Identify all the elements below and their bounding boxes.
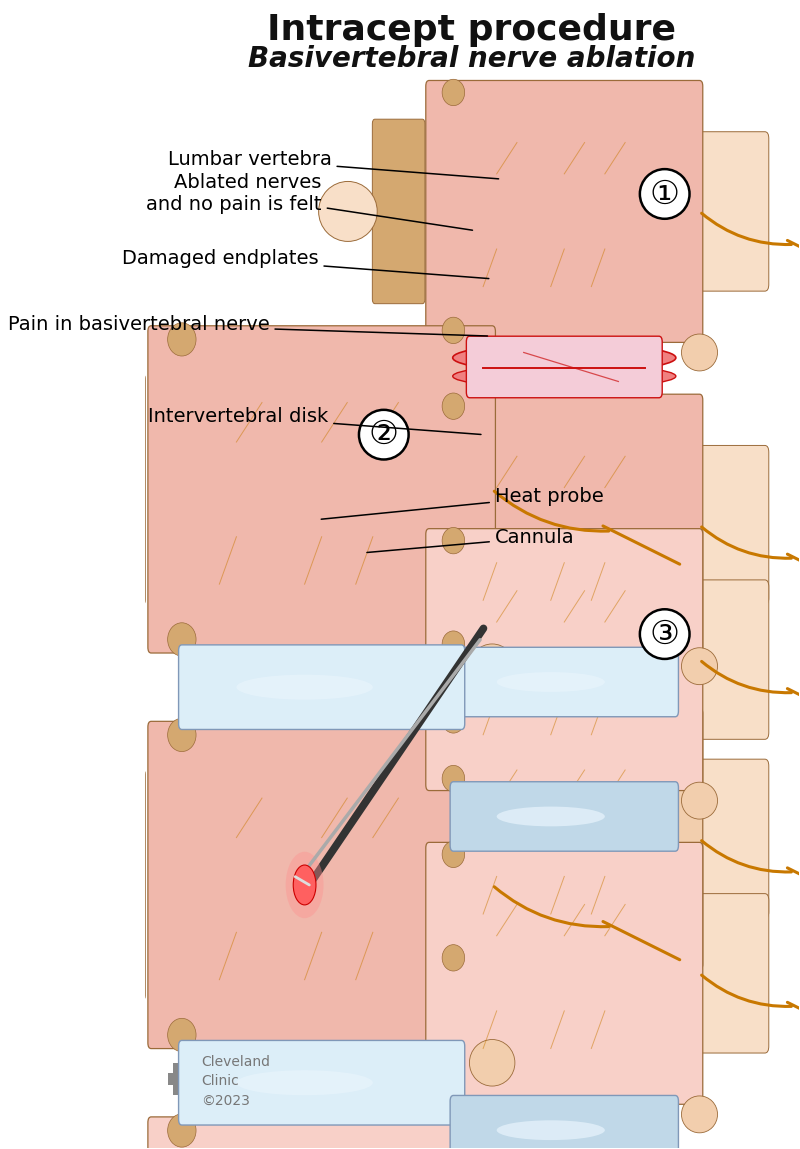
Ellipse shape [168, 323, 196, 356]
Ellipse shape [318, 809, 378, 869]
FancyBboxPatch shape [148, 722, 495, 1049]
Ellipse shape [682, 1096, 718, 1133]
Ellipse shape [442, 631, 465, 657]
Ellipse shape [168, 623, 196, 656]
Ellipse shape [442, 1079, 465, 1105]
FancyBboxPatch shape [689, 446, 769, 604]
Ellipse shape [442, 393, 465, 419]
Ellipse shape [318, 943, 378, 1003]
FancyBboxPatch shape [148, 1117, 495, 1149]
Text: Damaged endplates: Damaged endplates [122, 248, 489, 278]
Ellipse shape [237, 674, 373, 700]
Ellipse shape [12, 452, 86, 527]
Text: Basivertebral nerve ablation: Basivertebral nerve ablation [248, 45, 696, 72]
FancyBboxPatch shape [372, 433, 425, 617]
FancyBboxPatch shape [450, 647, 678, 717]
FancyBboxPatch shape [372, 119, 425, 303]
Ellipse shape [168, 1018, 196, 1051]
FancyBboxPatch shape [450, 1095, 678, 1149]
Ellipse shape [168, 718, 196, 751]
FancyBboxPatch shape [426, 80, 702, 342]
Ellipse shape [453, 344, 676, 372]
Ellipse shape [497, 1120, 605, 1140]
Bar [174, 1063, 180, 1095]
Ellipse shape [318, 630, 378, 689]
Ellipse shape [237, 1070, 373, 1095]
FancyBboxPatch shape [426, 708, 702, 970]
FancyBboxPatch shape [426, 394, 702, 656]
Ellipse shape [318, 182, 378, 241]
Circle shape [286, 851, 323, 918]
FancyBboxPatch shape [689, 580, 769, 739]
Ellipse shape [453, 364, 676, 388]
FancyBboxPatch shape [80, 375, 146, 604]
Ellipse shape [442, 707, 465, 733]
FancyBboxPatch shape [450, 781, 678, 851]
Ellipse shape [442, 527, 465, 554]
FancyBboxPatch shape [372, 568, 425, 751]
FancyBboxPatch shape [689, 759, 769, 918]
Circle shape [294, 865, 316, 905]
Text: Lumbar vertebra: Lumbar vertebra [168, 151, 498, 179]
Text: Cleveland
Clinic
©2023: Cleveland Clinic ©2023 [201, 1055, 270, 1108]
Ellipse shape [470, 643, 515, 691]
Ellipse shape [497, 672, 605, 692]
Ellipse shape [442, 79, 465, 106]
Ellipse shape [442, 765, 465, 792]
Ellipse shape [318, 495, 378, 555]
FancyBboxPatch shape [80, 770, 146, 1000]
Ellipse shape [682, 648, 718, 685]
Text: Intervertebral disk: Intervertebral disk [148, 407, 481, 434]
FancyBboxPatch shape [466, 337, 662, 398]
Text: Heat probe: Heat probe [322, 487, 603, 519]
Text: Cannula: Cannula [367, 529, 574, 553]
FancyBboxPatch shape [426, 842, 702, 1104]
Ellipse shape [682, 782, 718, 819]
Text: ③: ③ [650, 618, 680, 650]
Text: ②: ② [369, 418, 398, 452]
FancyBboxPatch shape [148, 326, 495, 653]
Ellipse shape [497, 807, 605, 826]
FancyBboxPatch shape [426, 529, 702, 791]
FancyBboxPatch shape [372, 747, 425, 931]
Text: Pain in basivertebral nerve: Pain in basivertebral nerve [8, 315, 487, 336]
Ellipse shape [470, 1040, 515, 1086]
Ellipse shape [442, 317, 465, 344]
FancyBboxPatch shape [178, 645, 465, 730]
Ellipse shape [168, 1113, 196, 1147]
FancyBboxPatch shape [689, 132, 769, 291]
FancyBboxPatch shape [372, 881, 425, 1065]
FancyBboxPatch shape [689, 894, 769, 1052]
Text: ①: ① [650, 177, 680, 210]
FancyBboxPatch shape [480, 391, 578, 588]
FancyBboxPatch shape [480, 786, 578, 984]
Ellipse shape [442, 841, 465, 867]
Text: Intracept procedure: Intracept procedure [267, 13, 677, 47]
Bar [167, 1073, 186, 1085]
FancyBboxPatch shape [178, 1041, 465, 1125]
Ellipse shape [12, 847, 86, 923]
Ellipse shape [682, 334, 718, 371]
Text: Ablated nerves
and no pain is felt: Ablated nerves and no pain is felt [146, 173, 473, 230]
Ellipse shape [442, 944, 465, 971]
